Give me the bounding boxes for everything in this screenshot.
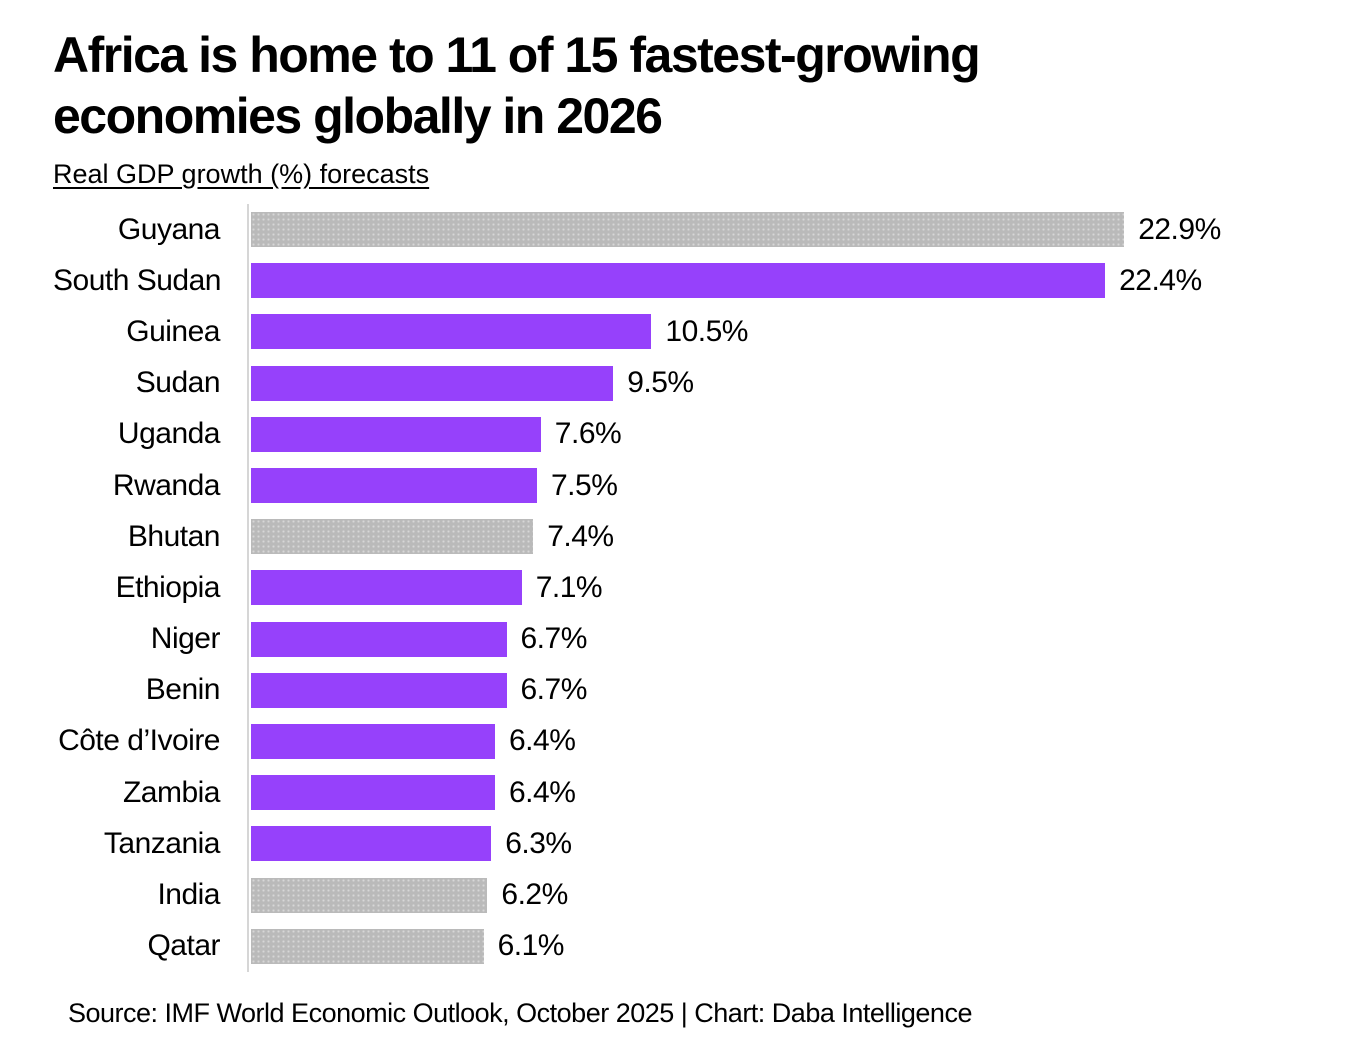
- category-label: Sudan: [135, 366, 221, 400]
- value-label: 6.7%: [520, 622, 588, 656]
- value-label: 6.2%: [501, 878, 568, 912]
- bar: [251, 263, 1106, 299]
- category-label: Zambia: [122, 775, 221, 809]
- plot-area: 6.4%: [247, 715, 1321, 768]
- chart-row: Rwanda 7.5%: [53, 459, 1321, 512]
- value-label: 10.5%: [665, 314, 748, 348]
- plot-area: 6.4%: [247, 767, 1321, 819]
- chart-row: Sudan 9.5%: [53, 357, 1321, 409]
- chart-subtitle: Real GDP growth (%) forecasts: [53, 159, 430, 189]
- category-label: Côte d’Ivoire: [58, 724, 220, 758]
- chart-row: Niger 6.7%: [53, 613, 1321, 665]
- category-label: Tanzania: [103, 826, 221, 860]
- bar: [251, 621, 507, 657]
- bar: [251, 928, 484, 964]
- value-label: 6.1%: [497, 929, 565, 963]
- chart-row: India 6.2%: [53, 869, 1321, 921]
- bar: [251, 314, 652, 350]
- bar: [251, 775, 495, 811]
- chart-row: Guyana 22.9%: [53, 204, 1321, 256]
- bar: [251, 212, 1125, 248]
- plot-area: 6.3%: [247, 818, 1321, 870]
- plot-area: 7.4%: [247, 511, 1321, 563]
- chart-row: Bhutan 7.4%: [53, 511, 1321, 563]
- chart-row: South Sudan 22.4%: [53, 255, 1321, 307]
- plot-area: 9.5%: [247, 357, 1321, 409]
- plot-area: 6.7%: [247, 664, 1321, 716]
- category-label: South Sudan: [53, 263, 221, 297]
- plot-area: 10.5%: [247, 306, 1321, 358]
- chart-title: Africa is home to 11 of 15 fastest-growi…: [53, 27, 981, 144]
- value-label: 22.4%: [1119, 263, 1202, 297]
- bar-chart: Guyana 22.9% South Sudan 22.4% Guinea 10…: [53, 204, 1321, 972]
- bar: [251, 826, 492, 862]
- chart-row: Zambia 6.4%: [53, 767, 1321, 819]
- category-label: Niger: [150, 622, 221, 656]
- plot-area: 22.4%: [247, 255, 1321, 307]
- chart-row: Qatar 6.1%: [53, 920, 1321, 972]
- category-label: Benin: [145, 673, 221, 707]
- value-label: 6.3%: [505, 826, 572, 860]
- value-label: 6.4%: [509, 724, 576, 758]
- bar: [251, 877, 488, 913]
- bar: [251, 723, 495, 759]
- value-label: 7.4%: [547, 519, 614, 553]
- bar: [251, 365, 614, 401]
- plot-area: 6.2%: [247, 869, 1321, 921]
- chart-row: Uganda 7.6%: [53, 408, 1321, 460]
- value-label: 9.5%: [627, 366, 694, 400]
- chart-row: Côte d’Ivoire 6.4%: [53, 715, 1321, 768]
- bar: [251, 416, 541, 452]
- bar: [251, 570, 522, 606]
- value-label: 7.6%: [554, 417, 622, 451]
- plot-area: 7.1%: [247, 562, 1321, 614]
- chart-row: Tanzania 6.3%: [53, 818, 1321, 870]
- category-label: Guyana: [117, 212, 221, 246]
- category-label: Uganda: [117, 417, 221, 451]
- category-label: Guinea: [126, 314, 220, 348]
- value-label: 7.1%: [535, 570, 603, 604]
- chart-row: Ethiopia 7.1%: [53, 562, 1321, 614]
- value-label: 7.5%: [551, 468, 618, 502]
- plot-area: 22.9%: [247, 204, 1321, 256]
- bar: [251, 672, 507, 708]
- chart-row: Benin 6.7%: [53, 664, 1321, 716]
- category-label: India: [157, 878, 220, 912]
- plot-area: 7.6%: [247, 408, 1321, 460]
- category-label: Ethiopia: [115, 570, 221, 604]
- value-label: 6.7%: [520, 673, 588, 707]
- chart-row: Guinea 10.5%: [53, 306, 1321, 358]
- category-label: Rwanda: [112, 468, 221, 502]
- source-note: Source: IMF World Economic Outlook, Octo…: [68, 997, 972, 1028]
- category-label: Bhutan: [127, 519, 221, 553]
- value-label: 6.4%: [509, 775, 576, 809]
- bar: [251, 468, 537, 504]
- value-label: 22.9%: [1138, 212, 1221, 246]
- category-label: Qatar: [147, 929, 220, 963]
- plot-area: 6.1%: [247, 920, 1321, 972]
- bar: [251, 519, 534, 555]
- plot-area: 7.5%: [247, 459, 1321, 512]
- plot-area: 6.7%: [247, 613, 1321, 665]
